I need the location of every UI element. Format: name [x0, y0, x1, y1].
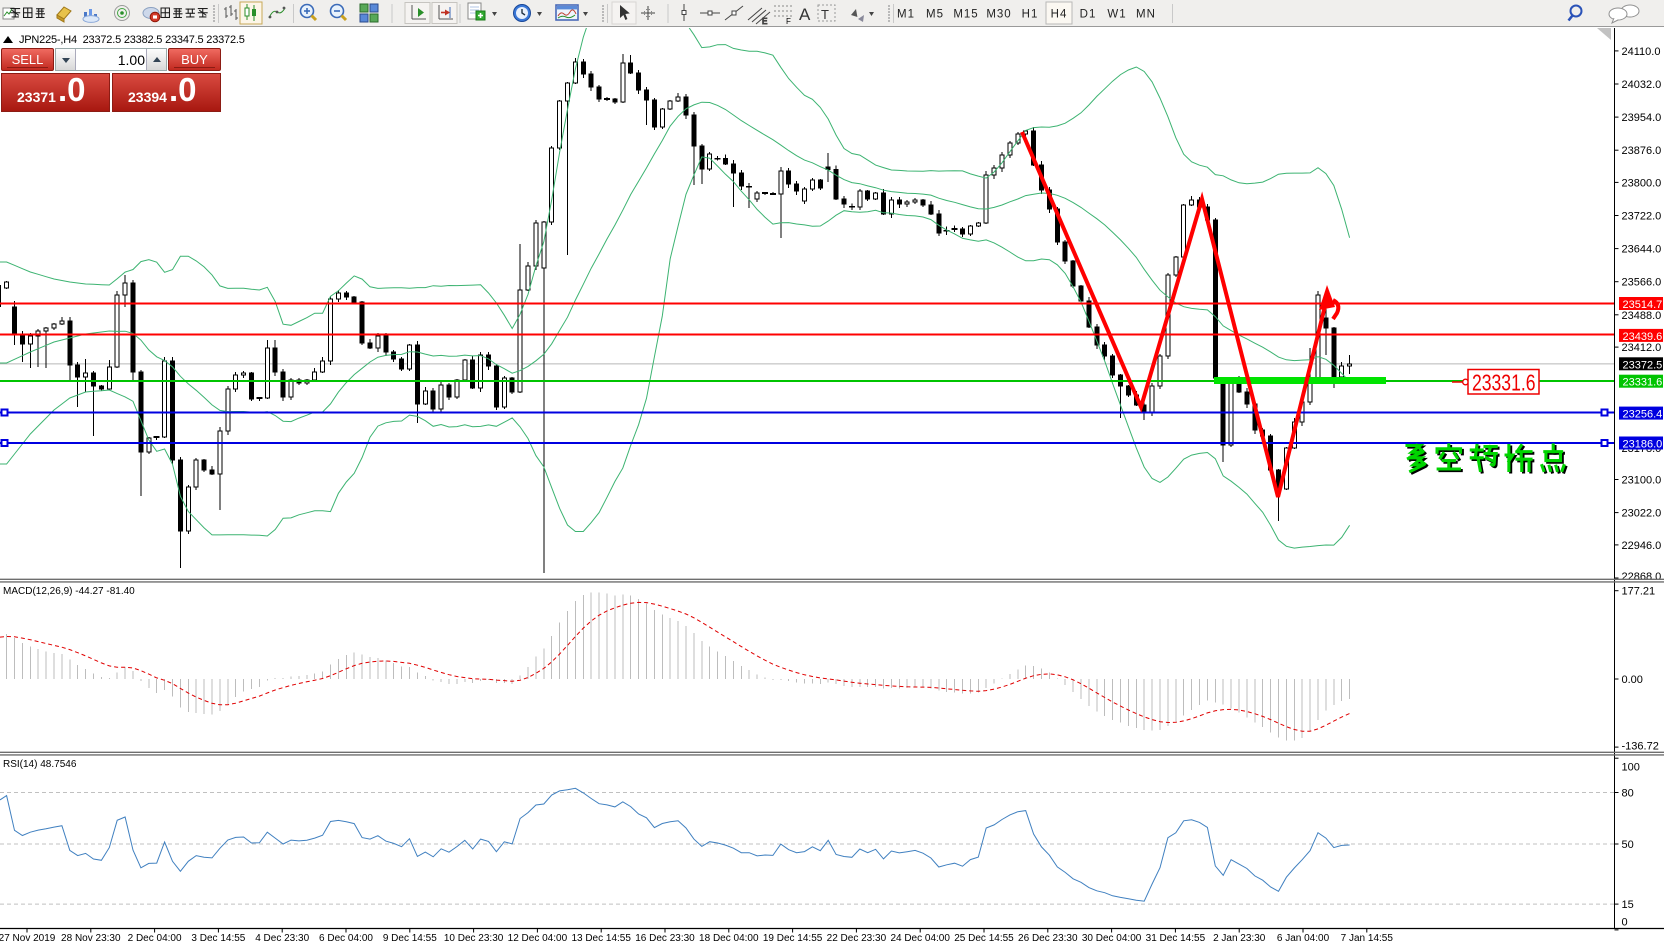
- svg-text:12 Dec 04:00: 12 Dec 04:00: [508, 933, 568, 944]
- svg-text:18 Dec 04:00: 18 Dec 04:00: [699, 933, 759, 944]
- svg-text:23876.0: 23876.0: [1622, 145, 1662, 157]
- svg-text:23514.7: 23514.7: [1623, 299, 1663, 311]
- svg-text:23256.4: 23256.4: [1623, 409, 1663, 421]
- svg-text:13 Dec 14:55: 13 Dec 14:55: [571, 933, 631, 944]
- svg-text:RSI(14) 48.7546: RSI(14) 48.7546: [3, 759, 77, 770]
- svg-text:MACD(12,26,9) -44.27 -81.40: MACD(12,26,9) -44.27 -81.40: [3, 586, 135, 597]
- svg-text:M1: M1: [897, 9, 915, 21]
- svg-text:10 Dec 23:30: 10 Dec 23:30: [444, 933, 504, 944]
- svg-text:15: 15: [1622, 899, 1634, 911]
- svg-text:-136.72: -136.72: [1622, 741, 1659, 753]
- svg-text:0: 0: [1622, 917, 1628, 929]
- svg-text:100: 100: [1622, 762, 1640, 774]
- svg-text:25 Dec 14:55: 25 Dec 14:55: [954, 933, 1014, 944]
- svg-text:23372.5: 23372.5: [1623, 359, 1663, 371]
- svg-text:23331.6: 23331.6: [1472, 370, 1536, 396]
- svg-text:M5: M5: [926, 9, 944, 21]
- svg-text:24032.0: 24032.0: [1622, 79, 1662, 91]
- svg-text:30 Dec 04:00: 30 Dec 04:00: [1082, 933, 1142, 944]
- svg-text:2 Jan 23:30: 2 Jan 23:30: [1213, 933, 1266, 944]
- svg-text:M30: M30: [986, 9, 1011, 21]
- svg-text:23566.0: 23566.0: [1622, 277, 1662, 289]
- svg-text:23412.0: 23412.0: [1622, 342, 1662, 354]
- svg-text:0.00: 0.00: [1622, 674, 1643, 686]
- svg-text:24110.0: 24110.0: [1622, 46, 1661, 58]
- svg-text:2 Dec 04:00: 2 Dec 04:00: [128, 933, 182, 944]
- svg-text:23100.0: 23100.0: [1622, 475, 1662, 487]
- svg-text:26 Dec 23:30: 26 Dec 23:30: [1018, 933, 1078, 944]
- svg-text:23644.0: 23644.0: [1622, 244, 1662, 256]
- svg-text:H1: H1: [1022, 9, 1039, 21]
- svg-text:23488.0: 23488.0: [1622, 310, 1662, 322]
- svg-text:80: 80: [1622, 788, 1634, 800]
- svg-text:50: 50: [1622, 839, 1634, 851]
- svg-text:31 Dec 14:55: 31 Dec 14:55: [1146, 933, 1206, 944]
- svg-text:23186.0: 23186.0: [1623, 439, 1663, 451]
- svg-text:23022.0: 23022.0: [1622, 508, 1662, 520]
- svg-text:7 Jan 14:55: 7 Jan 14:55: [1341, 933, 1394, 944]
- svg-text:9 Dec 14:55: 9 Dec 14:55: [383, 933, 437, 944]
- svg-text:177.21: 177.21: [1622, 586, 1656, 598]
- svg-text:16 Dec 23:30: 16 Dec 23:30: [635, 933, 695, 944]
- svg-text:23800.0: 23800.0: [1622, 177, 1662, 189]
- svg-text:D1: D1: [1080, 9, 1097, 21]
- svg-text:E: E: [762, 17, 767, 26]
- svg-text:H4: H4: [1051, 9, 1068, 21]
- svg-text:4 Dec 23:30: 4 Dec 23:30: [255, 933, 309, 944]
- svg-text:23954.0: 23954.0: [1622, 112, 1662, 124]
- svg-text:3 Dec 14:55: 3 Dec 14:55: [191, 933, 245, 944]
- svg-text:28 Nov 23:30: 28 Nov 23:30: [61, 933, 121, 944]
- svg-text:22946.0: 22946.0: [1622, 540, 1662, 552]
- svg-text:23722.0: 23722.0: [1622, 211, 1662, 223]
- svg-text:23331.6: 23331.6: [1623, 377, 1663, 389]
- svg-text:A: A: [799, 5, 811, 24]
- svg-text:W1: W1: [1107, 9, 1126, 21]
- svg-text:T: T: [821, 7, 829, 22]
- svg-text:22 Dec 23:30: 22 Dec 23:30: [827, 933, 887, 944]
- svg-text:27 Nov 2019: 27 Nov 2019: [0, 933, 56, 944]
- svg-text:19 Dec 14:55: 19 Dec 14:55: [763, 933, 823, 944]
- svg-text:23439.6: 23439.6: [1623, 331, 1663, 343]
- svg-text:F: F: [786, 17, 791, 26]
- svg-text:24 Dec 04:00: 24 Dec 04:00: [890, 933, 950, 944]
- svg-text:MN: MN: [1136, 9, 1156, 21]
- svg-text:M15: M15: [953, 9, 978, 21]
- svg-text:6 Dec 04:00: 6 Dec 04:00: [319, 933, 373, 944]
- svg-text:6 Jan 04:00: 6 Jan 04:00: [1277, 933, 1330, 944]
